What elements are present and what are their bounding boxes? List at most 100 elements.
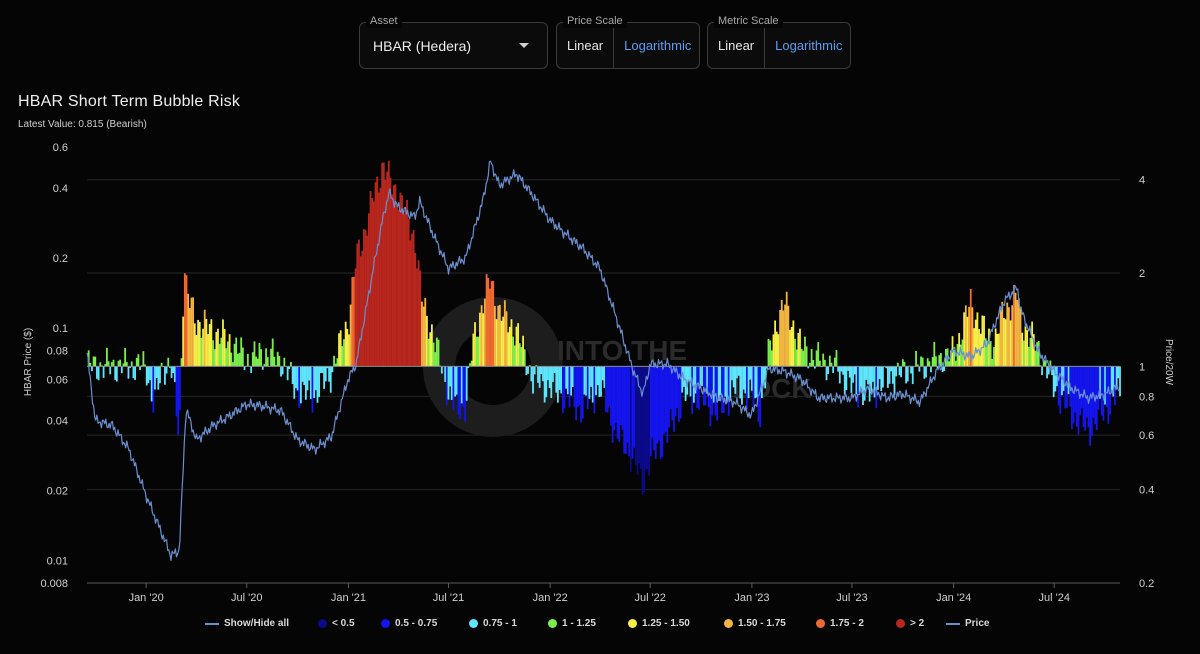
- legend-item-4[interactable]: 1 - 1.25: [548, 618, 596, 629]
- ratio-bar: [561, 366, 564, 414]
- ratio-bar: [853, 366, 856, 375]
- ratio-bar: [789, 329, 791, 367]
- ratio-bar: [893, 366, 896, 395]
- left-tick-7: 0.2: [53, 253, 68, 265]
- ratio-bar: [334, 363, 337, 367]
- metric-scale-linear-button[interactable]: Linear: [708, 23, 766, 68]
- ratio-bar: [817, 342, 820, 367]
- ratio-bar: [485, 274, 488, 367]
- ratio-bar: [273, 356, 276, 367]
- ratio-bar: [498, 304, 501, 367]
- legend-item-2[interactable]: 0.5 - 0.75: [381, 618, 437, 629]
- ratio-bar: [303, 366, 306, 386]
- legend-item-0[interactable]: Show/Hide all: [205, 618, 289, 629]
- ratio-bar: [97, 366, 100, 381]
- ratio-bar: [278, 356, 281, 367]
- ratio-bar: [508, 326, 511, 367]
- ratio-bar: [891, 366, 894, 384]
- ratio-bar: [490, 281, 493, 367]
- ratio-bar: [676, 366, 679, 409]
- ratio-bar: [464, 366, 466, 422]
- ratio-bar: [129, 366, 132, 368]
- legend-item-6[interactable]: 1.50 - 1.75: [724, 618, 786, 629]
- ratio-bar: [188, 307, 191, 367]
- ratio-bar: [702, 366, 705, 406]
- ratio-bar: [369, 191, 372, 367]
- price-scale-linear-button[interactable]: Linear: [557, 23, 615, 68]
- ratio-bar: [482, 313, 485, 367]
- ratio-bar: [948, 361, 951, 367]
- ratio-bar: [298, 366, 301, 409]
- ratio-bar: [377, 192, 380, 367]
- price-scale-log-button[interactable]: Logarithmic: [624, 38, 692, 53]
- legend-label: 1.25 - 1.50: [642, 618, 690, 629]
- ratio-bar: [616, 366, 619, 439]
- ratio-bar: [704, 366, 707, 406]
- ratio-bar: [124, 348, 127, 367]
- ratio-bar: [600, 366, 602, 397]
- ratio-bar: [684, 366, 687, 401]
- ratio-bar: [354, 268, 357, 367]
- ratio-bar: [522, 335, 524, 367]
- legend-item-1[interactable]: < 0.5: [318, 618, 355, 629]
- legend-swatch: [896, 619, 905, 628]
- ratio-bar: [343, 339, 345, 367]
- ratio-bar: [545, 366, 548, 398]
- metric-scale-log-button[interactable]: Logarithmic: [775, 38, 843, 53]
- right-tick-2: 0.6: [1139, 430, 1154, 442]
- ratio-bar: [714, 366, 717, 416]
- ratio-bar: [1004, 319, 1007, 367]
- ratio-bar: [417, 260, 420, 367]
- ratio-bar: [815, 350, 818, 367]
- ratio-bar: [316, 366, 319, 403]
- ratio-bar: [863, 366, 866, 401]
- ratio-bar: [802, 350, 805, 367]
- legend-label: 0.75 - 1: [483, 618, 517, 629]
- left-tick-5: 0.08: [47, 345, 68, 357]
- ratio-bar: [1080, 366, 1083, 409]
- ratio-bar: [183, 273, 186, 367]
- ratio-bar: [835, 350, 838, 367]
- legend-label: > 2: [910, 618, 925, 629]
- ratio-bar: [553, 366, 556, 374]
- legend-item-8[interactable]: > 2: [896, 618, 924, 629]
- ratio-bar: [187, 293, 190, 367]
- ratio-bar: [1115, 366, 1118, 389]
- ratio-bar: [1026, 330, 1029, 367]
- asset-select-label: Asset: [366, 14, 402, 28]
- ratio-bar: [492, 280, 495, 367]
- ratio-bar: [402, 213, 405, 367]
- ratio-bar: [217, 328, 219, 367]
- ratio-bar: [818, 360, 821, 367]
- ratio-bar: [232, 362, 234, 367]
- ratio-bar: [1044, 360, 1047, 367]
- ratio-bar: [251, 352, 254, 367]
- ratio-bar: [359, 256, 362, 367]
- ratio-bar: [432, 342, 435, 367]
- ratio-bar: [120, 366, 123, 374]
- ratio-bar: [193, 323, 196, 367]
- ratio-bar: [1056, 366, 1058, 387]
- left-tick-0: 0.008: [40, 578, 68, 590]
- legend-item-5[interactable]: 1.25 - 1.50: [628, 618, 690, 629]
- ratio-bar: [324, 366, 327, 382]
- ratio-bar: [830, 362, 833, 367]
- ratio-bar: [1071, 366, 1073, 430]
- asset-select[interactable]: Asset HBAR (Hedera): [359, 14, 548, 69]
- ratio-bar: [641, 366, 644, 495]
- ratio-bar: [384, 179, 387, 367]
- ratio-bar: [1100, 366, 1103, 416]
- ratio-bar: [409, 240, 412, 367]
- ratio-bar: [1112, 366, 1115, 397]
- ratio-bar: [920, 356, 922, 367]
- ratio-bar: [958, 333, 961, 367]
- ratio-bar: [845, 366, 848, 391]
- legend-item-7[interactable]: 1.75 - 2: [816, 618, 864, 629]
- ratio-bar: [236, 353, 239, 367]
- legend-swatch: [724, 619, 733, 628]
- legend-item-3[interactable]: 0.75 - 1: [469, 618, 517, 629]
- ratio-bar: [678, 366, 680, 422]
- ratio-bar: [636, 366, 639, 475]
- legend-item-9[interactable]: Price: [946, 618, 989, 629]
- ratio-bar: [538, 366, 541, 388]
